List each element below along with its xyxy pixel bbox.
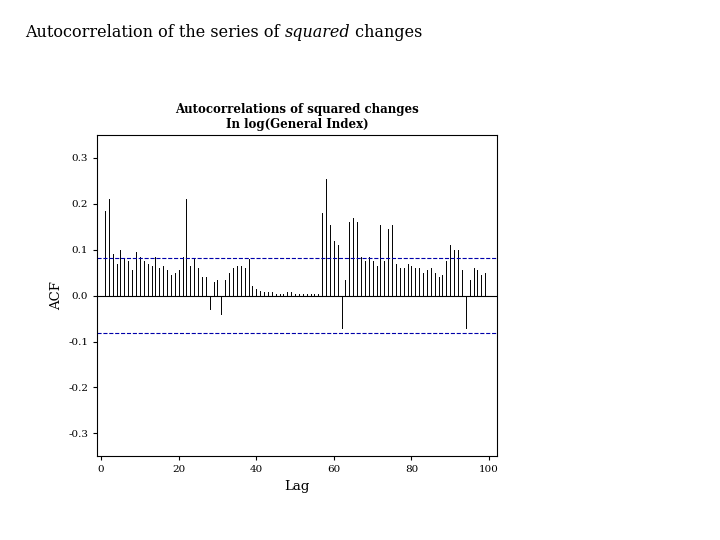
X-axis label: Lag: Lag [284, 480, 310, 493]
Y-axis label: ACF: ACF [50, 281, 63, 310]
Text: squared: squared [285, 24, 351, 41]
Text: Autocorrelation of the series of: Autocorrelation of the series of [25, 24, 285, 41]
Title: Autocorrelations of squared changes
In log(General Index): Autocorrelations of squared changes In l… [175, 103, 419, 131]
Text: changes: changes [351, 24, 423, 41]
